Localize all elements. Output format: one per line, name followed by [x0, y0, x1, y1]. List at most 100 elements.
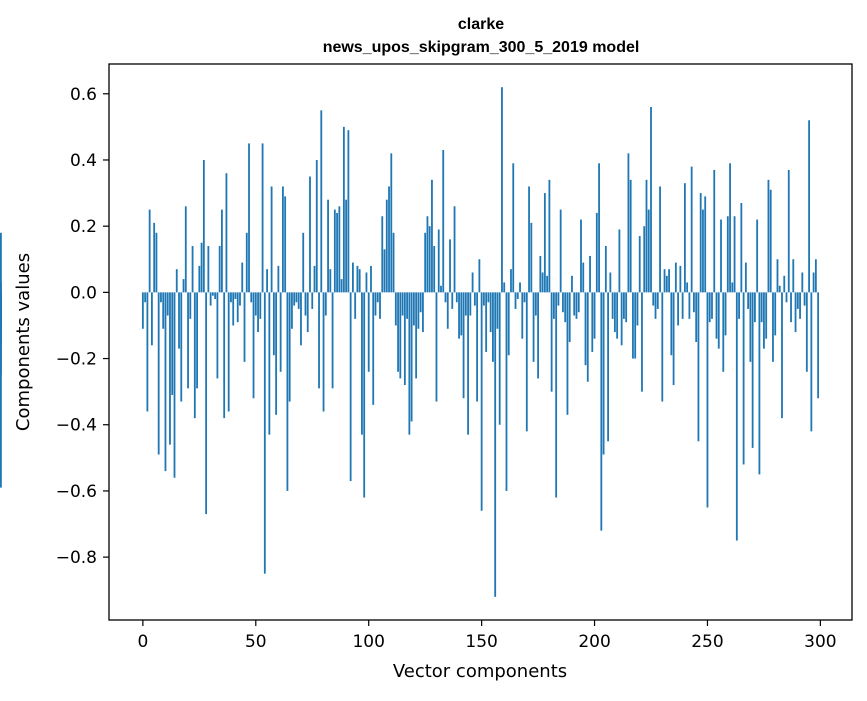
bar-184 — [557, 292, 560, 306]
bar-52 — [259, 292, 262, 319]
bar-136 — [449, 239, 451, 293]
bar-284 — [783, 275, 786, 293]
bar-146 — [471, 272, 474, 293]
bar-21 — [189, 292, 192, 319]
y-tick-label: −0.8 — [56, 548, 97, 568]
bar-7 — [157, 292, 160, 455]
bar-87 — [338, 206, 341, 293]
bar-211 — [618, 229, 621, 293]
bar-253 — [713, 169, 716, 293]
bar-45 — [243, 292, 246, 362]
bar-27 — [202, 159, 205, 293]
bar-93 — [352, 262, 354, 293]
bar-133 — [442, 150, 445, 293]
bar-202 — [598, 163, 600, 293]
bar-264 — [738, 292, 740, 319]
bar-177 — [541, 272, 544, 293]
bar-58 — [272, 292, 275, 356]
bar-290 — [796, 292, 799, 309]
bar-156 — [494, 292, 497, 597]
y-tick-label: 0.0 — [70, 283, 97, 303]
bar-128 — [431, 179, 433, 293]
bar-220 — [638, 236, 641, 293]
bar-18 — [182, 279, 185, 293]
bar-66 — [291, 292, 293, 329]
bar-296 — [810, 292, 813, 432]
y-tick-label: −0.2 — [56, 350, 97, 370]
bar-282 — [778, 285, 781, 293]
bar-140 — [458, 292, 460, 339]
bar-194 — [580, 219, 582, 293]
bar-169 — [523, 292, 526, 303]
bar-197 — [586, 292, 589, 382]
bar-180 — [548, 179, 551, 293]
plot-frame — [108, 63, 853, 621]
bar-14 — [173, 292, 176, 478]
bar-152 — [485, 292, 488, 352]
bar-76 — [313, 265, 316, 293]
bar-122 — [417, 292, 420, 329]
bar-130 — [435, 292, 438, 402]
bar-6 — [155, 232, 158, 293]
bar-53 — [261, 143, 264, 293]
bar-168 — [521, 292, 524, 339]
bar-292 — [801, 272, 804, 293]
bar-170 — [525, 292, 528, 432]
bar-178 — [543, 193, 546, 293]
bar-106 — [381, 216, 384, 293]
bar-215 — [627, 153, 630, 293]
bar-101 — [370, 265, 372, 293]
bar-145 — [469, 292, 472, 316]
bar-70 — [300, 292, 302, 346]
bar-245 — [695, 292, 698, 342]
bar-32 — [214, 292, 217, 299]
bar-287 — [790, 292, 792, 323]
bar-102 — [372, 292, 375, 405]
bar-61 — [279, 292, 282, 372]
bar-218 — [634, 292, 637, 359]
bar-19 — [184, 206, 187, 293]
bar-191 — [573, 292, 576, 316]
bar-44 — [241, 262, 244, 293]
bar-201 — [595, 212, 598, 293]
bar-107 — [383, 249, 386, 293]
bar-193 — [577, 292, 580, 313]
bar-67 — [293, 292, 296, 306]
bar-64 — [286, 292, 289, 491]
bar-222 — [643, 226, 646, 293]
y-tick-label: −0.6 — [56, 482, 97, 502]
bar-135 — [446, 292, 449, 329]
bar-110 — [390, 153, 393, 293]
bar-228 — [656, 292, 659, 309]
bar-108 — [385, 199, 388, 293]
bar-237 — [677, 292, 680, 326]
bar-112 — [394, 292, 397, 326]
bar-227 — [654, 292, 657, 319]
bar-165 — [514, 292, 517, 309]
bar-260 — [729, 163, 731, 293]
bar-265 — [740, 203, 743, 293]
bar-85 — [333, 209, 336, 293]
bar-231 — [663, 269, 666, 293]
bar-167 — [519, 282, 521, 293]
bar-116 — [403, 292, 406, 386]
bar-242 — [688, 292, 691, 319]
bar-95 — [356, 265, 359, 293]
bar-50 — [254, 292, 257, 316]
bar-100 — [367, 292, 370, 372]
bar-62 — [281, 186, 284, 293]
bar-158 — [498, 292, 501, 425]
bar-291 — [799, 292, 801, 319]
bar-174 — [534, 292, 537, 316]
bar-279 — [772, 292, 774, 362]
bar-22 — [191, 246, 194, 293]
bar-172 — [530, 222, 533, 293]
bar-60 — [277, 265, 280, 293]
bar-31 — [211, 292, 214, 296]
chart-title: clarke — [458, 16, 504, 33]
x-tick-label: 0 — [137, 632, 148, 652]
bar-121 — [415, 292, 418, 379]
bar-4 — [151, 292, 153, 346]
bar-195 — [582, 262, 585, 293]
